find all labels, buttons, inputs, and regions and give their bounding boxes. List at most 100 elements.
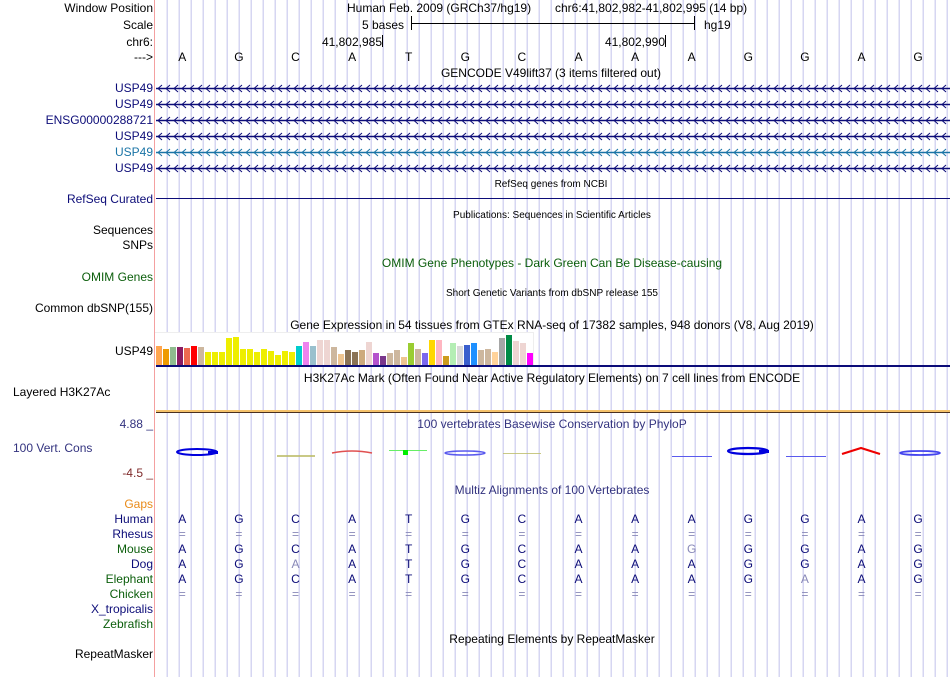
gtex-tissue-bar[interactable] xyxy=(163,349,169,365)
gtex-tissue-bar[interactable] xyxy=(450,343,456,365)
refseq-label[interactable]: RefSeq Curated xyxy=(66,192,153,206)
gtex-tissue-bar[interactable] xyxy=(506,335,512,365)
gtex-tissue-bar[interactable] xyxy=(310,345,316,365)
gencode-gene-label[interactable]: USP49 xyxy=(114,81,153,95)
gtex-tissue-bar[interactable] xyxy=(492,351,498,365)
gtex-tissue-bar[interactable] xyxy=(415,348,421,365)
gtex-tissue-bar[interactable] xyxy=(359,350,365,365)
gtex-tissue-bar[interactable] xyxy=(436,340,442,365)
gtex-tissue-bar[interactable] xyxy=(212,351,218,365)
strand-arrow-icon xyxy=(661,132,667,141)
gtex-tissue-bar[interactable] xyxy=(289,352,295,365)
multiz-species-label[interactable]: Zebrafish xyxy=(102,617,153,631)
refseq-gene-line[interactable] xyxy=(156,198,950,199)
strand-arrow-icon xyxy=(693,132,699,141)
gtex-tissue-bar[interactable] xyxy=(205,352,211,365)
gtex-tissue-bar[interactable] xyxy=(338,353,344,365)
gtex-tissue-bar[interactable] xyxy=(408,342,414,365)
gencode-gene-line[interactable] xyxy=(156,100,950,109)
gtex-tissue-bar[interactable] xyxy=(380,356,386,365)
gtex-tissue-bar[interactable] xyxy=(366,341,372,365)
gtex-tissue-bar[interactable] xyxy=(373,353,379,365)
strand-arrow-icon xyxy=(781,164,787,173)
multiz-species-label[interactable]: X_tropicalis xyxy=(90,602,153,616)
gtex-tissue-bar[interactable] xyxy=(387,353,393,365)
gtex-tissue-bar[interactable] xyxy=(429,339,435,365)
gtex-tissue-bar[interactable] xyxy=(527,353,533,365)
gencode-gene-label[interactable]: ENSG00000288721 xyxy=(45,113,153,127)
multiz-species-label[interactable]: Rhesus xyxy=(112,527,153,541)
gtex-tissue-bar[interactable] xyxy=(303,341,309,365)
gencode-gene-label[interactable]: USP49 xyxy=(114,161,153,175)
gencode-gene-line[interactable] xyxy=(156,116,950,125)
position-readout[interactable]: chr6:41,802,982-41,802,995 (14 bp) xyxy=(555,1,748,15)
gtex-tissue-bar[interactable] xyxy=(296,345,302,365)
gencode-gene-label[interactable]: USP49 xyxy=(114,129,153,143)
multiz-species-label[interactable]: Elephant xyxy=(105,572,153,586)
gtex-tissue-bar[interactable] xyxy=(520,343,526,365)
strand-arrow-icon xyxy=(173,148,179,157)
publications-label-snps[interactable]: SNPs xyxy=(122,238,153,252)
gtex-tissue-bar[interactable] xyxy=(317,339,323,365)
omim-label[interactable]: OMIM Genes xyxy=(81,270,153,284)
strand-arrow-icon xyxy=(333,84,339,93)
refseq-track-title: RefSeq genes from NCBI xyxy=(494,179,608,190)
gtex-tissue-bar[interactable] xyxy=(184,347,190,365)
phylop-label[interactable]: 100 Vert. Cons xyxy=(13,441,93,455)
gtex-tissue-bar[interactable] xyxy=(401,356,407,365)
gtex-tissue-bar[interactable] xyxy=(394,350,400,365)
gtex-tissue-bar[interactable] xyxy=(422,353,428,365)
strand-arrow-icon xyxy=(725,164,731,173)
gtex-tissue-bar[interactable] xyxy=(513,341,519,365)
gtex-tissue-bar[interactable] xyxy=(443,356,449,365)
repeatmasker-label[interactable]: RepeatMasker xyxy=(74,647,153,661)
gtex-tissue-bar[interactable] xyxy=(282,350,288,365)
gtex-tissue-bar[interactable] xyxy=(261,349,267,365)
multiz-base: A xyxy=(178,512,187,526)
gtex-tissue-bar[interactable] xyxy=(198,347,204,365)
multiz-base: G xyxy=(743,542,753,556)
gtex-tissue-bar[interactable] xyxy=(177,347,183,365)
gencode-gene-line[interactable] xyxy=(156,148,950,157)
gtex-tissue-bar[interactable] xyxy=(219,352,225,365)
gtex-tissue-bar[interactable] xyxy=(275,354,281,365)
gencode-gene-label[interactable]: USP49 xyxy=(114,145,153,159)
gtex-tissue-bar[interactable] xyxy=(226,338,232,365)
gtex-tissue-bar[interactable] xyxy=(254,351,260,365)
gtex-tissue-bar[interactable] xyxy=(268,350,274,365)
multiz-species-label[interactable]: Dog xyxy=(130,557,153,571)
gencode-gene-line[interactable] xyxy=(156,164,950,173)
strand-arrow-icon xyxy=(285,100,291,109)
gtex-tissue-bar[interactable] xyxy=(352,352,358,365)
gtex-tissue-bar[interactable] xyxy=(324,339,330,365)
gtex-tissue-bar[interactable] xyxy=(240,348,246,365)
gtex-tissue-bar[interactable] xyxy=(478,350,484,365)
gtex-tissue-bar[interactable] xyxy=(156,346,162,365)
multiz-species-label[interactable]: Mouse xyxy=(116,542,153,556)
gtex-tissue-bar[interactable] xyxy=(499,338,505,365)
strand-arrow-icon xyxy=(869,100,875,109)
gtex-bar-chart[interactable] xyxy=(156,333,534,365)
gtex-tissue-bar[interactable] xyxy=(471,343,477,365)
gtex-tissue-bar[interactable] xyxy=(345,350,351,365)
gtex-tissue-bar[interactable] xyxy=(170,347,176,365)
gtex-label[interactable]: USP49 xyxy=(114,344,153,358)
publications-label-sequences[interactable]: Sequences xyxy=(92,223,153,237)
gtex-tissue-bar[interactable] xyxy=(485,349,491,365)
strand-arrow-icon xyxy=(573,84,579,93)
multiz-species-label[interactable]: Human xyxy=(114,512,153,526)
dbsnp-label[interactable]: Common dbSNP(155) xyxy=(34,301,153,315)
strand-arrow-icon xyxy=(909,148,915,157)
strand-arrow-icon xyxy=(181,116,187,125)
gtex-tissue-bar[interactable] xyxy=(233,336,239,365)
gtex-tissue-bar[interactable] xyxy=(191,345,197,365)
multiz-species-label[interactable]: Chicken xyxy=(109,587,153,601)
gtex-tissue-bar[interactable] xyxy=(331,347,337,365)
gtex-tissue-bar[interactable] xyxy=(457,345,463,365)
gencode-gene-label[interactable]: USP49 xyxy=(114,97,153,111)
gencode-gene-line[interactable] xyxy=(156,132,950,141)
gencode-gene-line[interactable] xyxy=(156,84,950,93)
gtex-tissue-bar[interactable] xyxy=(464,344,470,365)
h3k27ac-label[interactable]: Layered H3K27Ac xyxy=(13,385,111,399)
gtex-tissue-bar[interactable] xyxy=(247,349,253,365)
